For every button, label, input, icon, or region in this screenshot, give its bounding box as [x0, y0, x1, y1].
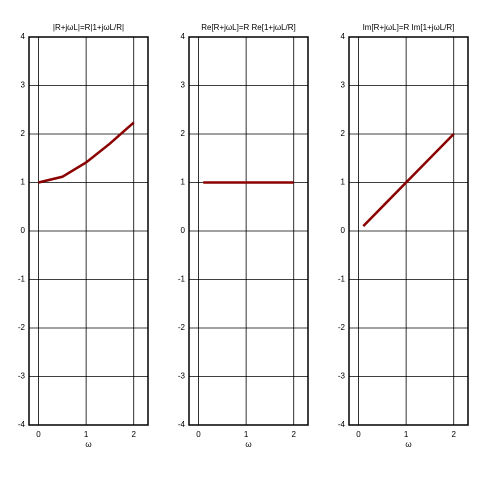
x-tick-label: 0 — [356, 430, 361, 439]
plot-frame — [348, 36, 469, 426]
x-axis-label: ω — [85, 440, 91, 449]
x-tick-label: 1 — [244, 430, 249, 439]
chart-title: Re[R+jωL]=R Re[1+jωL/R] — [201, 23, 296, 32]
y-tick-label: -1 — [18, 275, 26, 284]
y-tick-label: 4 — [181, 32, 186, 41]
data-line — [38, 121, 135, 184]
y-tick-label: -1 — [178, 275, 186, 284]
x-axis-label: ω — [405, 440, 411, 449]
x-tick-label: 1 — [404, 430, 409, 439]
y-tick-label: -2 — [178, 323, 186, 332]
y-tick-label: 2 — [181, 129, 186, 138]
x-axis-label: ω — [245, 440, 251, 449]
y-tick-label: 1 — [181, 178, 186, 187]
chart-title: Im[R+jωL]=R Im[1+jωL/R] — [363, 23, 455, 32]
y-tick-label: 0 — [21, 226, 26, 235]
y-tick-label: 1 — [21, 178, 26, 187]
y-tick-label: 4 — [341, 32, 346, 41]
y-tick-label: -3 — [178, 372, 186, 381]
x-tick-label: 2 — [451, 430, 456, 439]
y-tick-label: 0 — [181, 226, 186, 235]
x-tick-label: 0 — [36, 430, 41, 439]
y-tick-label: -4 — [18, 420, 26, 429]
x-tick-label: 0 — [196, 430, 201, 439]
data-line — [362, 133, 455, 228]
x-tick-label: 2 — [291, 430, 296, 439]
y-tick-label: 2 — [341, 129, 346, 138]
y-tick-label: 2 — [21, 129, 26, 138]
y-tick-label: -3 — [338, 372, 346, 381]
plot-frame — [188, 36, 309, 426]
x-tick-label: 2 — [131, 430, 136, 439]
y-tick-label: 3 — [341, 81, 346, 90]
y-tick-label: -3 — [18, 372, 26, 381]
y-tick-label: -4 — [338, 420, 346, 429]
plot-frame — [28, 36, 149, 426]
y-tick-label: 3 — [21, 81, 26, 90]
y-tick-label: 1 — [341, 178, 346, 187]
y-tick-label: -2 — [18, 323, 26, 332]
y-tick-label: -4 — [178, 420, 186, 429]
y-tick-label: -1 — [338, 275, 346, 284]
y-tick-label: 0 — [341, 226, 346, 235]
y-tick-label: 3 — [181, 81, 186, 90]
chart-title: |R+jωL|=R|1+jωL/R| — [53, 23, 124, 32]
y-tick-label: -2 — [338, 323, 346, 332]
y-tick-label: 4 — [21, 32, 26, 41]
x-tick-label: 1 — [84, 430, 89, 439]
